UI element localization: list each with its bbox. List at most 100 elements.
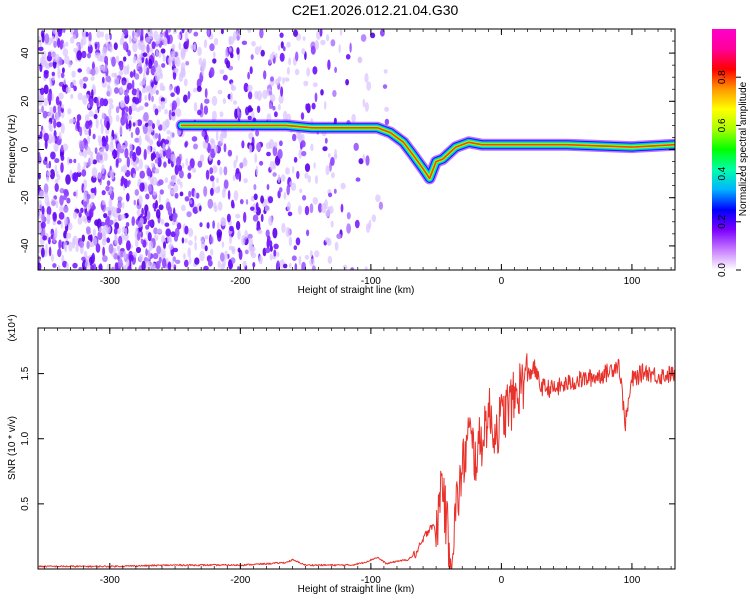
spectrogram-cell bbox=[301, 261, 306, 270]
spectrogram-cell bbox=[324, 237, 330, 243]
spectrogram-cell bbox=[123, 112, 129, 123]
spectrogram-cell bbox=[156, 119, 161, 127]
spectrogram-cell bbox=[57, 174, 61, 181]
spectrogram-cell bbox=[209, 67, 215, 78]
spectrogram-cell bbox=[80, 207, 84, 213]
spectrogram-cell bbox=[38, 141, 41, 152]
spectrogram-cell bbox=[81, 50, 87, 59]
spectrogram-cell bbox=[248, 144, 253, 154]
spectrogram-cell bbox=[81, 234, 86, 243]
spectrogram-cell bbox=[94, 43, 98, 50]
spectrogram-cell bbox=[106, 84, 111, 89]
y-tick-label: 0 bbox=[20, 146, 31, 152]
spectrogram-cell bbox=[49, 169, 56, 180]
spectrogram-cell bbox=[52, 29, 58, 35]
spectrogram-cell bbox=[233, 159, 237, 169]
spectrogram-cell bbox=[187, 165, 192, 171]
spectrogram-cell bbox=[230, 82, 234, 90]
spectrogram-cell bbox=[68, 158, 73, 164]
spectrogram-cell bbox=[334, 241, 339, 251]
spectrogram-cell bbox=[132, 41, 138, 53]
spectrogram-cell bbox=[229, 234, 232, 245]
spectrogram-cell bbox=[102, 232, 107, 243]
spectrogram-cell bbox=[160, 48, 166, 54]
spectrogram-cell bbox=[97, 41, 100, 50]
spectrogram-cell bbox=[193, 102, 198, 112]
spectrogram-cell bbox=[176, 156, 181, 167]
spectrogram-cell bbox=[134, 137, 140, 143]
spectrogram-cell bbox=[40, 221, 46, 229]
spectrogram-cell bbox=[44, 60, 48, 69]
spectrogram-cell bbox=[244, 249, 249, 255]
spectrogram-cell bbox=[336, 233, 342, 239]
spectrogram-cell bbox=[109, 41, 113, 53]
spectrogram-cell bbox=[120, 86, 123, 94]
spectrogram-cell bbox=[132, 30, 135, 39]
spectrogram-cell bbox=[56, 62, 60, 69]
spectrogram-cell bbox=[297, 205, 302, 215]
spectrogram-cell bbox=[122, 88, 126, 95]
spectrogram-cell bbox=[165, 228, 171, 237]
spectrogram-cell bbox=[192, 167, 197, 173]
spectrogram-cell bbox=[73, 211, 78, 220]
spectrogram-cell bbox=[159, 72, 163, 80]
spectrogram-cell bbox=[179, 181, 183, 189]
spectrogram-cell bbox=[279, 32, 284, 38]
spectrogram-cell bbox=[174, 59, 178, 65]
spectrogram-cell bbox=[57, 220, 62, 225]
spectrogram-cell bbox=[136, 119, 143, 127]
spectrogram-cell bbox=[304, 205, 310, 216]
spectrogram-cell bbox=[79, 140, 85, 151]
spectrogram-cell bbox=[282, 76, 285, 85]
spectrogram-cell bbox=[160, 100, 165, 110]
spectrogram-cell bbox=[152, 88, 157, 94]
spectrogram-cell bbox=[131, 79, 135, 91]
spectrogram-cell bbox=[247, 29, 252, 33]
spectrogram-cell bbox=[153, 60, 158, 68]
spectrogram-cell bbox=[125, 192, 130, 202]
spectrogram-cell bbox=[269, 94, 276, 102]
spectrogram-cell bbox=[259, 29, 264, 39]
spectrogram-cell bbox=[101, 46, 107, 57]
spectrogram-cell bbox=[122, 41, 128, 51]
spectrogram-cell bbox=[280, 174, 286, 182]
spectrogram-cell bbox=[57, 104, 61, 115]
spectrogram-cell bbox=[362, 153, 365, 162]
spectrogram-cell bbox=[306, 229, 310, 237]
spectrogram-cell bbox=[76, 114, 82, 121]
spectrogram-cell bbox=[209, 138, 215, 144]
spectrogram-cell bbox=[286, 201, 291, 212]
snr-frame bbox=[37, 327, 676, 570]
spectrogram-cell bbox=[89, 154, 94, 165]
spectrogram-cell bbox=[88, 208, 94, 219]
spectrogram-cell bbox=[38, 211, 42, 219]
spectrogram-cell bbox=[189, 199, 193, 205]
spectrogram-cell bbox=[55, 32, 58, 41]
spectrogram-cell bbox=[110, 136, 114, 146]
spectrogram-cell bbox=[155, 151, 160, 160]
spectrogram-cell bbox=[201, 61, 206, 69]
spectrogram-cell bbox=[78, 266, 83, 270]
spectrogram-cell bbox=[90, 76, 95, 81]
spectrogram-cell bbox=[220, 29, 224, 35]
spectrogram-cell bbox=[143, 151, 147, 161]
spectrogram-cell bbox=[139, 40, 145, 51]
spectrogram-cell bbox=[241, 235, 246, 246]
spectrogram-cell bbox=[94, 109, 98, 114]
spectrogram-cell bbox=[284, 77, 290, 82]
spectrogram-cell bbox=[60, 144, 64, 152]
spectrogram-cell bbox=[52, 263, 57, 268]
spectrogram-cell bbox=[46, 176, 50, 182]
spectrogram-cell bbox=[321, 202, 327, 214]
spectrogram-cell bbox=[164, 108, 168, 115]
spectrogram-cell bbox=[174, 192, 179, 199]
spectrogram-cell bbox=[181, 69, 186, 78]
spectrogram-cell bbox=[282, 110, 288, 121]
spectrogram-cell bbox=[382, 84, 388, 89]
spectrogram-cell bbox=[60, 155, 65, 162]
spectrogram-cell bbox=[167, 206, 173, 217]
spectrogram-cell bbox=[85, 94, 90, 100]
spectrogram-cell bbox=[82, 201, 88, 208]
spectrogram-cell bbox=[353, 142, 359, 151]
spectrogram-cell bbox=[133, 199, 137, 206]
